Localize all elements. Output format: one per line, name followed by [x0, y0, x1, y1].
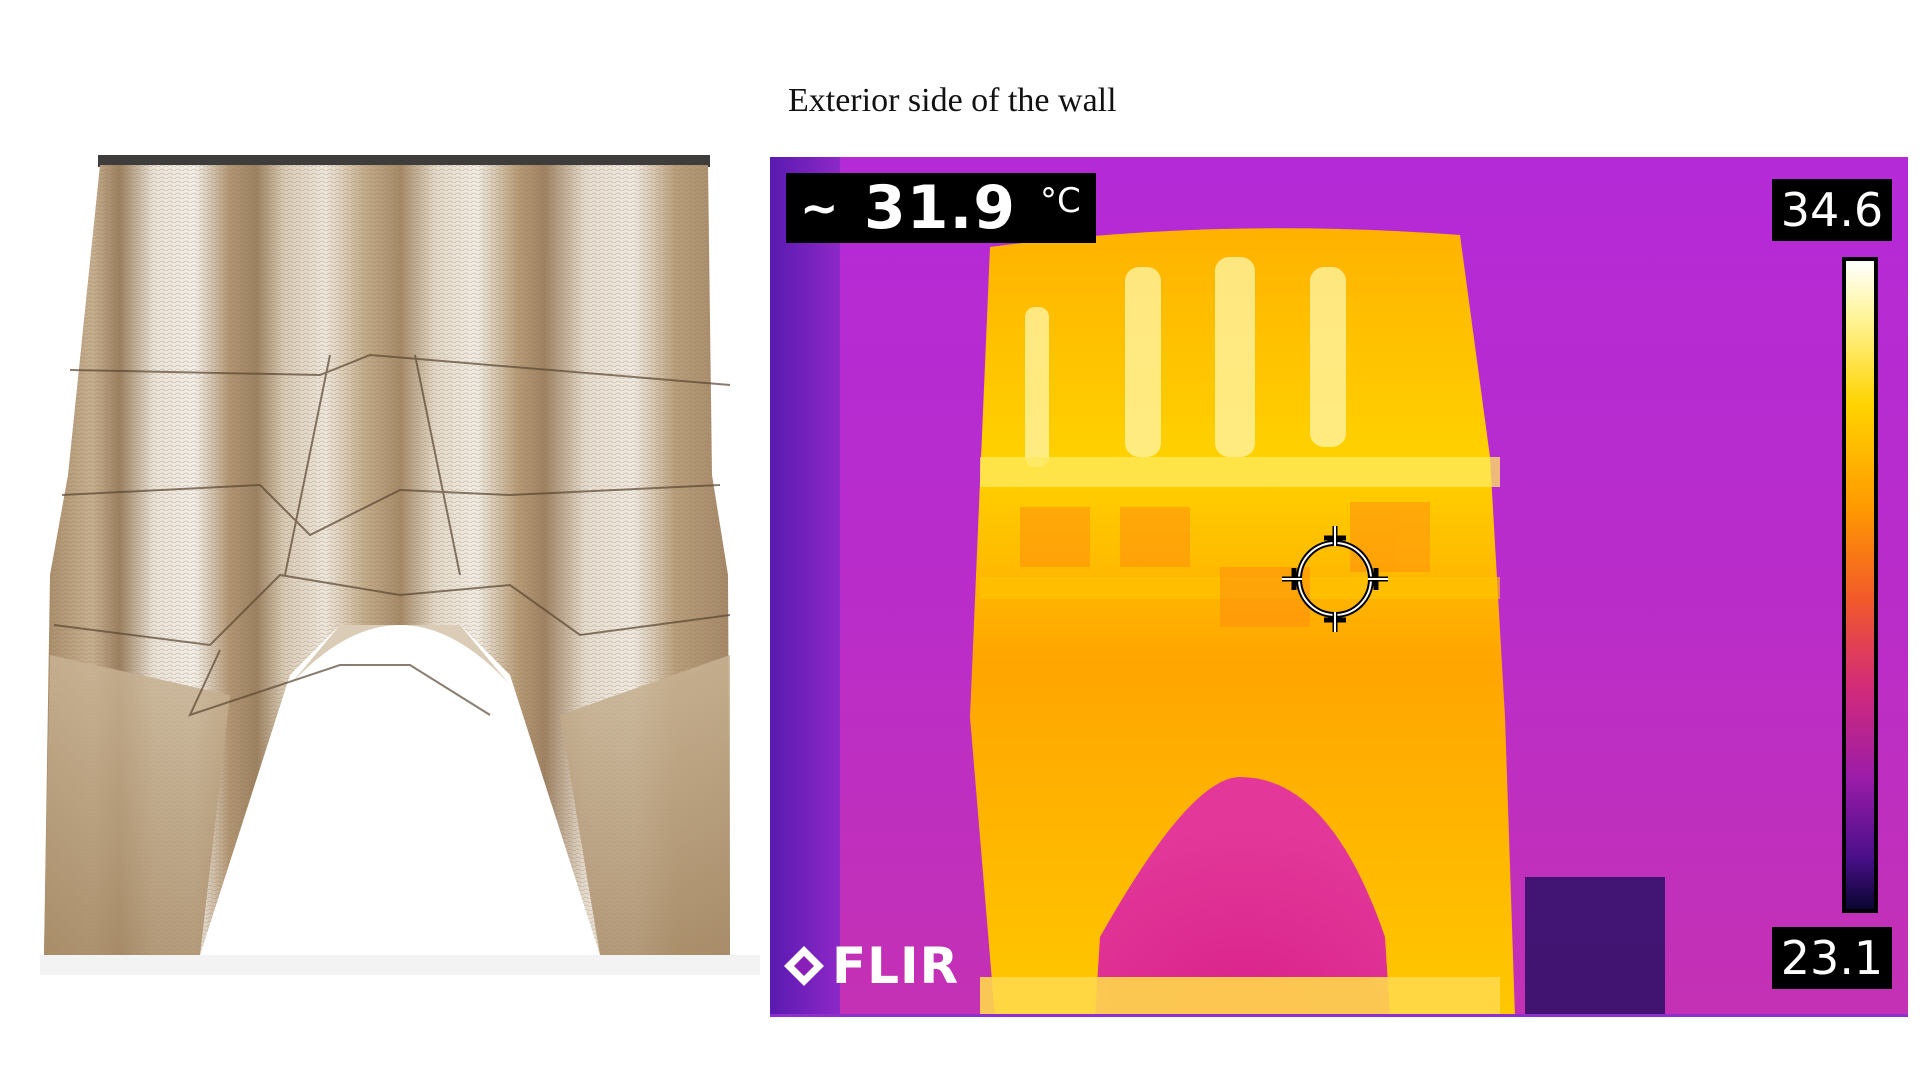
temperature-color-scale [1842, 257, 1878, 913]
flir-diamond-logo-icon [784, 946, 824, 986]
spot-temperature-readout: ~ 31.9 °C [786, 173, 1096, 243]
wall-photo-drawing [40, 155, 760, 975]
thermal-image: ~ 31.9 °C 34.6 23.1 FLIR [770, 157, 1908, 1017]
thermal-wall-heat [970, 228, 1665, 1017]
wall-photograph [40, 155, 760, 1015]
figure-caption: Exterior side of the wall [788, 82, 1117, 119]
cool-region-left [770, 157, 840, 1017]
flir-brand-text: FLIR [832, 937, 960, 995]
scale-min-label: 23.1 [1772, 927, 1892, 989]
spot-temperature-value: 31.9 [864, 173, 1017, 243]
spot-meter-icon: ~ [800, 181, 839, 235]
scale-max-label: 34.6 [1772, 179, 1892, 241]
spot-meter-crosshair-icon [1282, 526, 1388, 632]
color-scale-bar [1846, 261, 1874, 909]
flir-brand-mark: FLIR [782, 937, 959, 995]
spot-temperature-unit: °C [1040, 181, 1081, 221]
